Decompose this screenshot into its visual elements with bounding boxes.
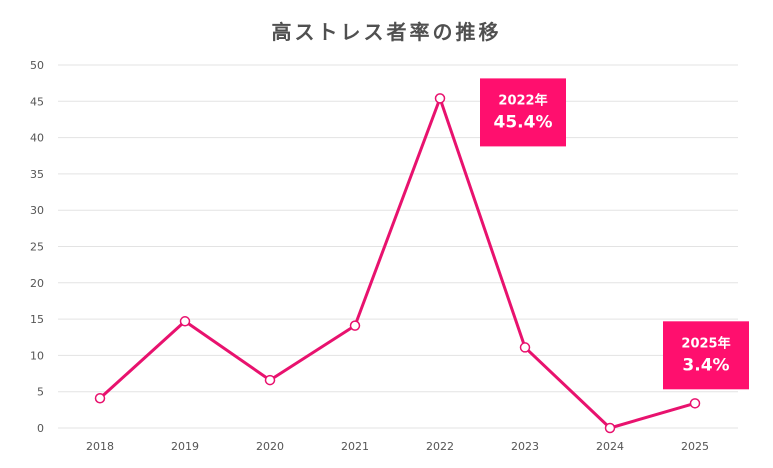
callout-box xyxy=(480,78,566,147)
data-point xyxy=(94,392,106,404)
x-tick-label: 2021 xyxy=(341,440,369,453)
data-point xyxy=(179,316,191,327)
chart-title: 高ストレス者率の推移 xyxy=(271,20,502,44)
y-tick-label: 15 xyxy=(30,313,44,326)
series-line xyxy=(98,96,697,430)
y-tick-label: 50 xyxy=(30,59,44,72)
data-point xyxy=(264,374,276,386)
callout-value-label: 45.4% xyxy=(494,112,553,132)
y-tick-label: 10 xyxy=(30,349,44,362)
y-tick-label: 20 xyxy=(30,277,44,290)
callout-box xyxy=(663,321,749,390)
data-point xyxy=(689,398,701,409)
x-tick-label: 2019 xyxy=(171,440,199,453)
data-point xyxy=(519,342,531,353)
y-tick-label: 25 xyxy=(30,241,44,254)
y-tick-label: 30 xyxy=(30,204,44,217)
x-tick-label: 2023 xyxy=(511,440,539,453)
callout-year-label: 2022年 xyxy=(498,92,547,108)
data-point xyxy=(604,422,616,434)
y-tick-label: 45 xyxy=(30,95,44,108)
data-point xyxy=(349,320,361,331)
y-tick-label: 5 xyxy=(37,386,44,399)
y-tick-label: 40 xyxy=(30,132,44,145)
x-tick-label: 2020 xyxy=(256,440,284,453)
x-tick-label: 2025 xyxy=(681,440,709,453)
y-tick-label: 0 xyxy=(37,422,44,435)
x-tick-label: 2018 xyxy=(86,440,114,453)
callout-year-label: 2025年 xyxy=(681,335,730,351)
y-tick-label: 35 xyxy=(30,168,44,181)
callout-value-label: 3.4% xyxy=(682,355,729,375)
x-tick-label: 2024 xyxy=(596,440,624,453)
data-point xyxy=(434,93,446,104)
x-tick-label: 2022 xyxy=(426,440,454,453)
